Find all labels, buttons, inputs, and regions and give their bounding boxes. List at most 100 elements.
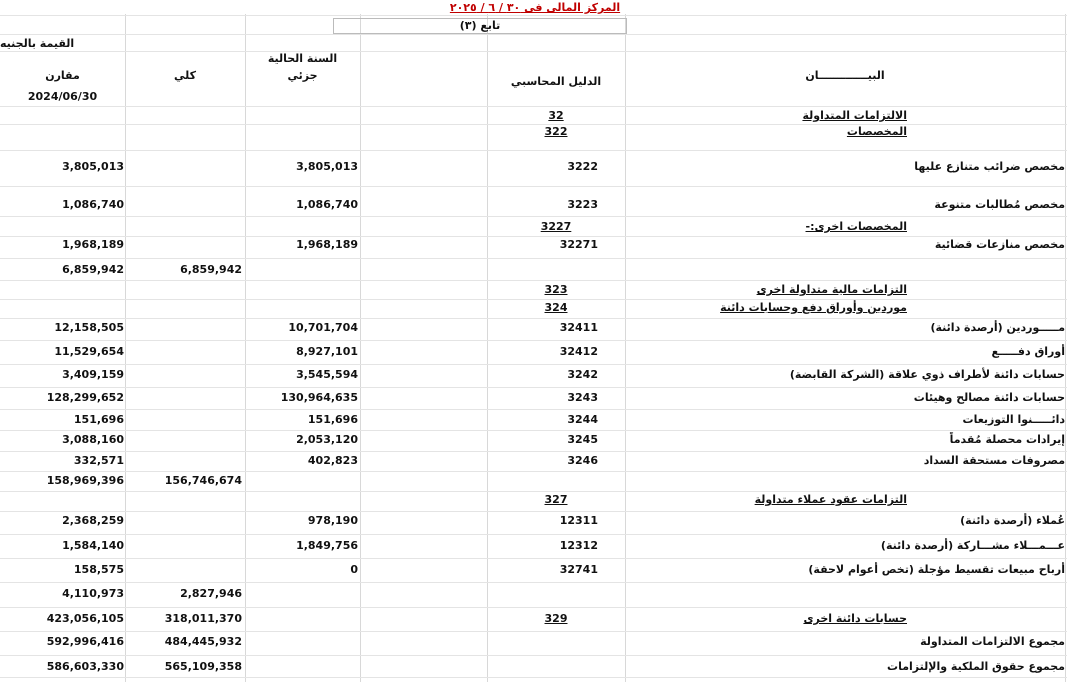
- row-line: [0, 15, 1067, 16]
- total-amount: 2,827,946: [180, 587, 242, 600]
- row-description: عـــمـــلاء مشـــاركة (أرصدة دائنة): [880, 539, 1065, 552]
- row-line: [0, 364, 1067, 365]
- row-line: [0, 258, 1067, 259]
- account-code: 327: [544, 493, 568, 506]
- row-line: [0, 607, 1067, 608]
- comparative-amount: 1,584,140: [62, 539, 124, 552]
- row-line: [0, 340, 1067, 341]
- row-line: [0, 106, 1067, 107]
- total-amount: 156,746,674: [164, 474, 242, 487]
- comparative-amount: 332,571: [73, 454, 124, 467]
- comparative-amount: 11,529,654: [54, 345, 124, 358]
- row-description: مخصص مُطالبات متنوعة: [934, 198, 1065, 211]
- row-line: [0, 451, 1067, 452]
- column-header: الدليل المحاسبي: [510, 75, 602, 88]
- account-code: 329: [544, 612, 568, 625]
- row-description: عُملاء (أرصدة دائنة): [960, 514, 1065, 527]
- partial-amount: 402,823: [307, 454, 358, 467]
- account-code: 3222: [567, 160, 598, 173]
- row-line: [0, 655, 1067, 656]
- row-description: حسابات دائنة لأطراف ذوي علاقة (الشركة ال…: [789, 368, 1065, 381]
- row-description: حسابات دائنة مصالح وهيئات: [913, 391, 1065, 404]
- row-description: مخصص ضرائب متنازع عليها: [914, 160, 1065, 173]
- column-line: [1065, 14, 1066, 682]
- account-code: 12312: [559, 539, 598, 552]
- partial-amount: 8,927,101: [296, 345, 358, 358]
- account-code: 3245: [567, 433, 598, 446]
- account-code: 32741: [559, 563, 598, 576]
- row-description: أرباح مبيعات تقسيط مؤجلة (تخص أعوام لاحق…: [808, 563, 1065, 576]
- comparative-amount: 158,969,396: [46, 474, 124, 487]
- partial-amount: 151,696: [307, 413, 358, 426]
- comparative-amount: 151,696: [73, 413, 124, 426]
- row-line: [0, 471, 1067, 472]
- currency-label: القيمة بالجنيه: [0, 37, 75, 50]
- comparative-amount: 128,299,652: [46, 391, 124, 404]
- row-line: [0, 124, 1067, 125]
- column-line: [487, 14, 488, 682]
- comparative-amount: 1,968,189: [62, 238, 124, 251]
- comparative-amount: 12,158,505: [54, 321, 124, 334]
- row-description: المخصصات: [846, 125, 907, 138]
- account-code: 323: [544, 283, 568, 296]
- total-amount: 484,445,932: [164, 635, 242, 648]
- account-code: 32411: [559, 321, 598, 334]
- row-description: مصروفات مستحقة السداد: [923, 454, 1065, 467]
- comparative-amount: 158,575: [73, 563, 124, 576]
- row-line: [0, 511, 1067, 512]
- partial-amount: 10,701,704: [288, 321, 358, 334]
- account-code: 3246: [567, 454, 598, 467]
- partial-amount: 1,086,740: [296, 198, 358, 211]
- comparative-amount: 3,088,160: [62, 433, 124, 446]
- row-line: [0, 51, 1067, 52]
- row-description: مجموع حقوق الملكية والإلتزامات: [887, 660, 1065, 673]
- partial-amount: 3,545,594: [296, 368, 358, 381]
- row-line: [0, 318, 1067, 319]
- account-code: 3242: [567, 368, 598, 381]
- row-description: المخصصات اخرى:-: [805, 220, 907, 233]
- account-code: 12311: [559, 514, 598, 527]
- account-code: 322: [544, 125, 568, 138]
- row-line: [0, 280, 1067, 281]
- account-code: 3227: [540, 220, 572, 233]
- account-code: 324: [544, 301, 568, 314]
- column-header: كلي: [173, 69, 197, 82]
- row-description: حسابات دائنة اخرى: [803, 612, 907, 625]
- row-line: [0, 631, 1067, 632]
- row-description: التزامات عقود عملاء متداولة: [754, 493, 907, 506]
- current-year-label: السنة الحالية: [267, 52, 338, 65]
- comparative-amount: 4,110,973: [62, 587, 124, 600]
- partial-amount: 0: [350, 563, 358, 576]
- column-line: [125, 14, 126, 682]
- partial-amount: 3,805,013: [296, 160, 358, 173]
- row-description: مجموع الالتزامات المتداولة: [920, 635, 1065, 648]
- sheet-title: المركز المالى فى ٣٠ / ٦ / ٢٠٢٥: [449, 1, 621, 14]
- row-line: [0, 491, 1067, 492]
- row-line: [0, 430, 1067, 431]
- partial-amount: 978,190: [307, 514, 358, 527]
- row-description: موردين وأوراق دفع وحسابات دائنة: [720, 301, 907, 314]
- column-header: البيـــــــــــــان: [805, 69, 885, 82]
- account-code: 32271: [559, 238, 598, 251]
- column-line: [245, 14, 246, 682]
- partial-amount: 130,964,635: [280, 391, 358, 404]
- partial-amount: 1,968,189: [296, 238, 358, 251]
- account-code: 3223: [567, 198, 598, 211]
- continued-label: تابع (٣): [333, 18, 627, 34]
- account-code: 3243: [567, 391, 598, 404]
- comparative-amount: 3,805,013: [62, 160, 124, 173]
- column-line: [625, 14, 626, 682]
- row-description: مخصص منازعات قضائية: [934, 238, 1065, 251]
- row-line: [0, 186, 1067, 187]
- total-amount: 6,859,942: [180, 263, 242, 276]
- comparative-amount: 3,409,159: [62, 368, 124, 381]
- row-line: [0, 677, 1067, 678]
- row-line: [0, 582, 1067, 583]
- row-description: مـــــوردين (أرصدة دائنة): [930, 321, 1065, 334]
- row-line: [0, 299, 1067, 300]
- row-description: أوراق دفـــــع: [991, 345, 1065, 358]
- total-amount: 318,011,370: [164, 612, 242, 625]
- row-description: الالتزامات المتداولة: [802, 109, 907, 122]
- row-line: [0, 534, 1067, 535]
